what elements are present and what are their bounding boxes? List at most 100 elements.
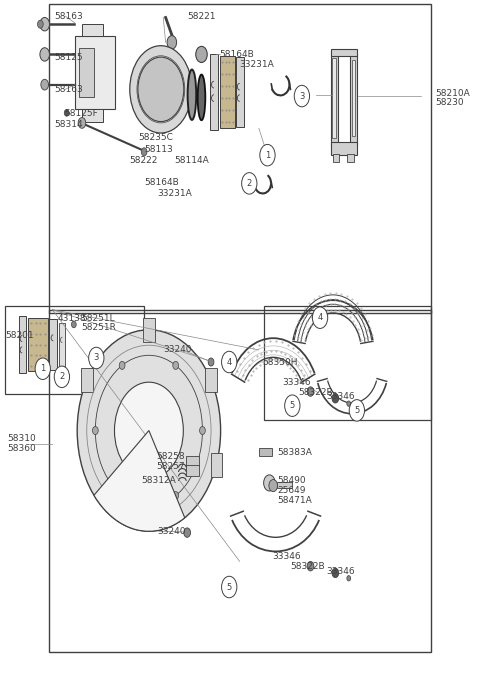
Text: 4: 4	[227, 357, 232, 367]
Bar	[75, 36, 115, 110]
Circle shape	[119, 361, 125, 369]
Circle shape	[89, 347, 104, 369]
Bar	[236, 57, 243, 127]
Text: 58383A: 58383A	[277, 448, 312, 456]
Wedge shape	[94, 431, 185, 531]
Bar	[211, 453, 222, 477]
Circle shape	[41, 79, 48, 90]
Bar	[331, 142, 357, 155]
Text: 3: 3	[299, 92, 305, 100]
Text: 43138: 43138	[57, 314, 86, 323]
Circle shape	[222, 576, 237, 598]
Bar	[348, 154, 354, 162]
Text: 25649: 25649	[277, 486, 306, 495]
Circle shape	[347, 401, 351, 406]
Bar	[143, 318, 155, 342]
Bar	[331, 49, 357, 56]
Text: 4: 4	[317, 313, 323, 322]
Circle shape	[347, 575, 351, 581]
Circle shape	[40, 48, 49, 61]
Text: 5: 5	[290, 401, 295, 410]
Text: 58350H: 58350H	[263, 357, 298, 367]
Circle shape	[35, 358, 50, 380]
Circle shape	[269, 480, 277, 492]
Circle shape	[167, 36, 177, 49]
Bar	[205, 368, 217, 392]
Text: 58251R: 58251R	[81, 323, 116, 332]
Bar	[28, 318, 48, 371]
Circle shape	[312, 307, 328, 328]
Circle shape	[72, 321, 76, 328]
Text: 33346: 33346	[282, 378, 311, 387]
Text: 58221: 58221	[187, 11, 216, 21]
Text: 58490: 58490	[277, 476, 306, 485]
Circle shape	[114, 382, 183, 479]
Bar	[220, 56, 235, 129]
Circle shape	[173, 492, 179, 499]
Bar	[48, 310, 431, 652]
Bar	[259, 448, 272, 456]
Circle shape	[37, 20, 43, 28]
Ellipse shape	[188, 69, 196, 120]
Circle shape	[93, 427, 98, 435]
Circle shape	[222, 351, 237, 373]
Circle shape	[264, 475, 275, 491]
Text: 58314: 58314	[55, 120, 84, 129]
Circle shape	[349, 400, 364, 421]
Circle shape	[130, 46, 192, 133]
Circle shape	[241, 173, 257, 194]
Text: 58222: 58222	[129, 156, 157, 165]
Circle shape	[200, 427, 205, 435]
Bar	[333, 154, 339, 162]
Text: 33346: 33346	[272, 553, 301, 561]
Bar	[264, 306, 431, 421]
Text: 58312A: 58312A	[142, 476, 177, 485]
Bar	[5, 306, 144, 394]
Text: 1: 1	[265, 151, 270, 160]
Bar	[331, 51, 338, 149]
Bar	[82, 110, 104, 122]
Ellipse shape	[198, 75, 205, 120]
Circle shape	[307, 561, 314, 571]
Circle shape	[332, 394, 339, 403]
Circle shape	[294, 85, 310, 107]
Circle shape	[332, 568, 339, 577]
Text: 58201: 58201	[5, 330, 34, 340]
Text: 33231A: 33231A	[157, 189, 192, 198]
Text: 5: 5	[354, 406, 360, 415]
Text: 33231A: 33231A	[240, 60, 275, 69]
Circle shape	[54, 366, 70, 388]
Text: 58113: 58113	[144, 145, 173, 153]
Text: 3: 3	[94, 353, 99, 363]
Text: 58164B: 58164B	[144, 178, 179, 186]
Text: 58235C: 58235C	[138, 133, 173, 142]
Text: 58163: 58163	[55, 85, 84, 94]
Text: 58125F: 58125F	[64, 109, 98, 118]
Bar	[352, 60, 355, 137]
Bar	[79, 48, 94, 98]
Circle shape	[173, 361, 179, 369]
Bar	[186, 456, 199, 466]
Text: 58230: 58230	[435, 98, 463, 107]
Bar	[48, 4, 431, 313]
Text: 33346: 33346	[326, 567, 354, 576]
Text: 58258: 58258	[156, 452, 185, 460]
Text: 58360: 58360	[7, 444, 36, 453]
Bar	[186, 466, 199, 476]
Text: 58322B: 58322B	[298, 388, 333, 398]
Bar	[19, 316, 26, 374]
Circle shape	[40, 17, 49, 31]
Text: 2: 2	[247, 179, 252, 188]
Circle shape	[77, 330, 221, 531]
Bar	[49, 319, 57, 370]
Text: 58322B: 58322B	[290, 563, 324, 571]
Text: 1: 1	[40, 364, 46, 374]
Text: 58163: 58163	[55, 11, 84, 21]
Text: 58251L: 58251L	[81, 314, 115, 323]
Text: 58471A: 58471A	[277, 496, 312, 505]
Circle shape	[138, 57, 184, 122]
Text: 33240: 33240	[157, 527, 186, 536]
Text: 58310: 58310	[7, 434, 36, 443]
Text: 58257: 58257	[156, 462, 185, 470]
Text: 33240: 33240	[163, 345, 192, 355]
